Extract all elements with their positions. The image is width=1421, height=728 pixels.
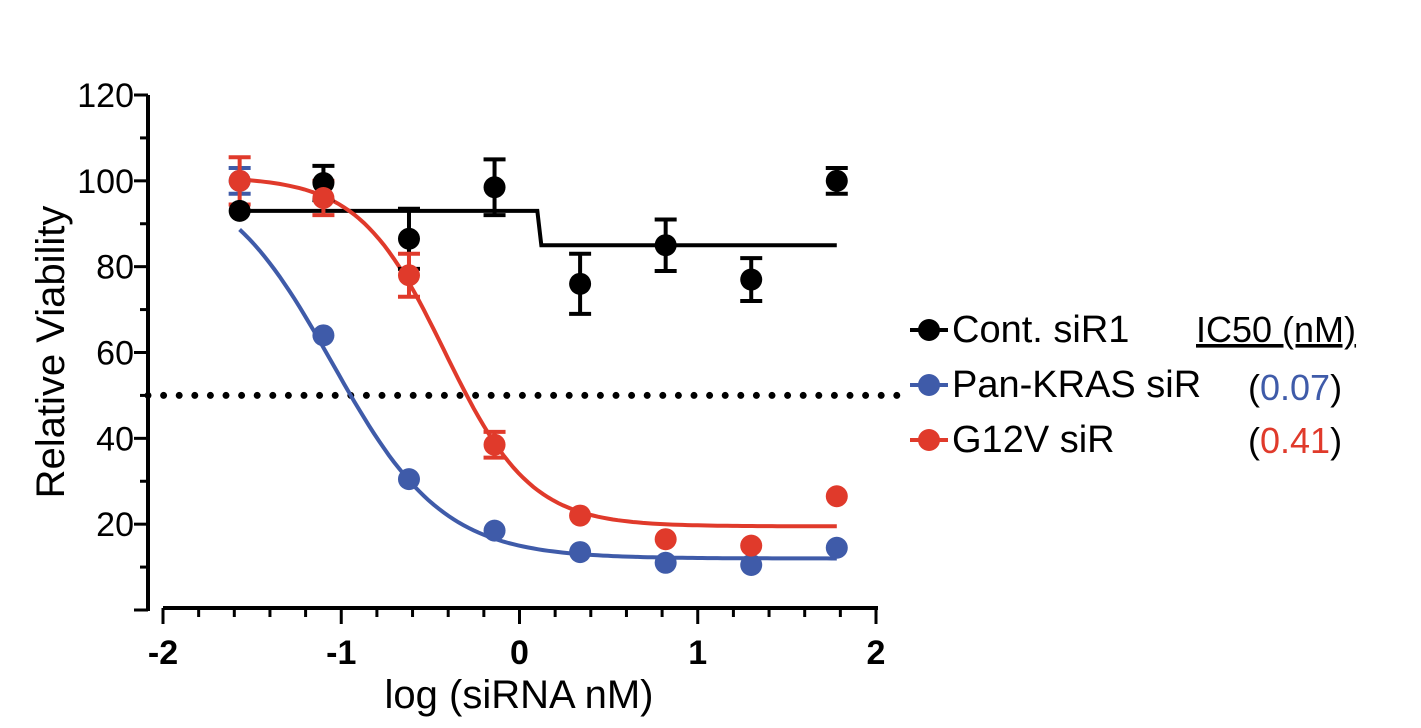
data-point-pan-kras-sir (483, 519, 506, 542)
ic50-value-g12v: (0.41) (1248, 420, 1342, 461)
y-tick-label: 100 (77, 163, 134, 201)
data-point-pan-kras-sir (654, 551, 677, 574)
legend: Cont. siR1 Pan-KRAS siR G12V siR (910, 309, 1201, 461)
axes: 20 40 60 80 100 120 -2 -1 0 1 2 (77, 77, 885, 672)
fit-curve-cont-sir1 (239, 208, 837, 248)
x-tick-label: 1 (688, 634, 707, 672)
data-point-g12v-sir (654, 528, 677, 551)
data-point-pan-kras-sir (569, 541, 592, 564)
data-point-cont-sir1 (228, 199, 251, 222)
legend-item-cont-sir1: Cont. siR1 (910, 309, 1129, 351)
x-tick-label: 0 (510, 634, 529, 672)
data-point-pan-kras-sir (825, 536, 848, 559)
data-point-g12v-sir (312, 187, 335, 209)
ic50-title: IC50 (nM) (1196, 309, 1356, 350)
fit-curve-pan-kras-sir (238, 228, 837, 561)
legend-label: Cont. siR1 (952, 309, 1129, 351)
ic50-close-paren: ) (1330, 420, 1342, 461)
data-point-g12v-sir (825, 485, 848, 508)
fit-curves (238, 177, 837, 561)
y-axis-title: Relative Viability (29, 206, 73, 499)
y-tick-label: 80 (96, 249, 134, 287)
y-tick-label: 120 (77, 77, 134, 115)
data-point-cont-sir1 (483, 176, 506, 199)
y-tick-label: 40 (96, 420, 134, 458)
data-points (228, 169, 848, 576)
x-tick-label: 2 (867, 634, 886, 672)
ic50-number-pan-kras: 0.07 (1260, 367, 1330, 408)
ic50-open-paren: ( (1248, 420, 1260, 461)
y-tick-label: 60 (96, 335, 134, 373)
x-tick-label: -2 (148, 634, 178, 672)
data-point-cont-sir1 (569, 272, 592, 295)
legend-label: G12V siR (952, 419, 1115, 461)
legend-marker (918, 319, 940, 341)
data-point-g12v-sir (397, 264, 420, 287)
legend-marker (918, 429, 940, 451)
legend-label: Pan-KRAS siR (952, 364, 1201, 406)
data-point-g12v-sir (740, 534, 763, 557)
data-point-pan-kras-sir (397, 468, 420, 491)
ic50-open-paren: ( (1248, 367, 1260, 408)
fit-curve-g12v-sir (239, 177, 837, 529)
data-point-g12v-sir (569, 504, 592, 527)
x-axis-title: log (siRNA nM) (385, 673, 654, 717)
x-ticks: -2 -1 0 1 2 (148, 608, 886, 672)
data-point-cont-sir1 (740, 268, 763, 291)
data-point-pan-kras-sir (740, 553, 763, 576)
ic50-panel: IC50 (nM) (0.07) (0.41) (1196, 309, 1356, 461)
y-ticks: 20 40 60 80 100 120 (77, 77, 148, 612)
ic50-close-paren: ) (1330, 367, 1342, 408)
ic50-value-pan-kras: (0.07) (1248, 367, 1342, 408)
x-tick-label: -1 (326, 634, 356, 672)
data-point-cont-sir1 (654, 234, 677, 257)
plot-area (144, 155, 910, 576)
data-point-cont-sir1 (825, 169, 848, 192)
legend-item-pan-kras-sir: Pan-KRAS siR (910, 364, 1201, 406)
data-point-cont-sir1 (397, 227, 420, 250)
data-point-g12v-sir (228, 169, 251, 192)
y-tick-label: 20 (96, 506, 134, 544)
data-point-g12v-sir (483, 433, 506, 456)
legend-item-g12v-sir: G12V siR (910, 419, 1115, 461)
data-point-pan-kras-sir (312, 324, 335, 347)
ic50-number-g12v: 0.41 (1260, 420, 1330, 461)
legend-marker (918, 374, 940, 396)
